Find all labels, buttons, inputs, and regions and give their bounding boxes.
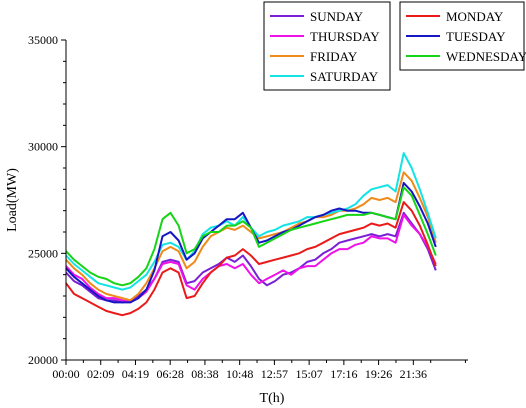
legend-box-left: SUNDAY THURSDAY FRIDAY SATURDAY <box>263 1 391 91</box>
legend-label-sunday: SUNDAY <box>310 9 364 24</box>
axes: 20000 25000 30000 35000 00:00 02:09 04:19 06:28… <box>28 33 468 381</box>
x-tick-label: 19:26 <box>365 367 392 381</box>
series-line-monday <box>65 201 437 317</box>
x-tick-label: 02:09 <box>87 367 114 381</box>
x-tick-label: 15:07 <box>295 367 322 381</box>
series-layer <box>65 152 437 317</box>
x-tick-label: 12:57 <box>261 367 288 381</box>
legend-label-wednesday: WEDNESDAY <box>446 49 526 64</box>
x-tick-label: 06:28 <box>157 367 184 381</box>
legend-label-monday: MONDAY <box>446 9 504 24</box>
x-axis-title: T(h) <box>260 391 285 406</box>
series-line-friday <box>65 171 437 302</box>
legend-label-saturday: SATURDAY <box>310 69 379 84</box>
y-axis-title: Load(MW) <box>5 168 20 232</box>
legend-box-right: MONDAY TUESDAY WEDNESDAY <box>399 1 526 71</box>
y-tick-label: 35000 <box>28 33 58 47</box>
x-tick-label: 17:16 <box>330 367 357 381</box>
x-tick-label: 08:38 <box>191 367 218 381</box>
x-tick-label: 00:00 <box>52 367 79 381</box>
legend-label-friday: FRIDAY <box>310 49 358 64</box>
series-line-wednesday <box>65 186 437 287</box>
x-tick-label: 04:19 <box>122 367 149 381</box>
legend-label-thursday: THURSDAY <box>310 29 380 44</box>
y-tick-label: 30000 <box>28 140 58 154</box>
legend-label-tuesday: TUESDAY <box>446 29 506 44</box>
y-tick-label: 20000 <box>28 353 58 367</box>
y-tick-label: 25000 <box>28 246 58 260</box>
series-line-saturday <box>65 152 437 291</box>
x-tick-label: 21:36 <box>400 367 427 381</box>
x-tick-label: 10:48 <box>226 367 253 381</box>
